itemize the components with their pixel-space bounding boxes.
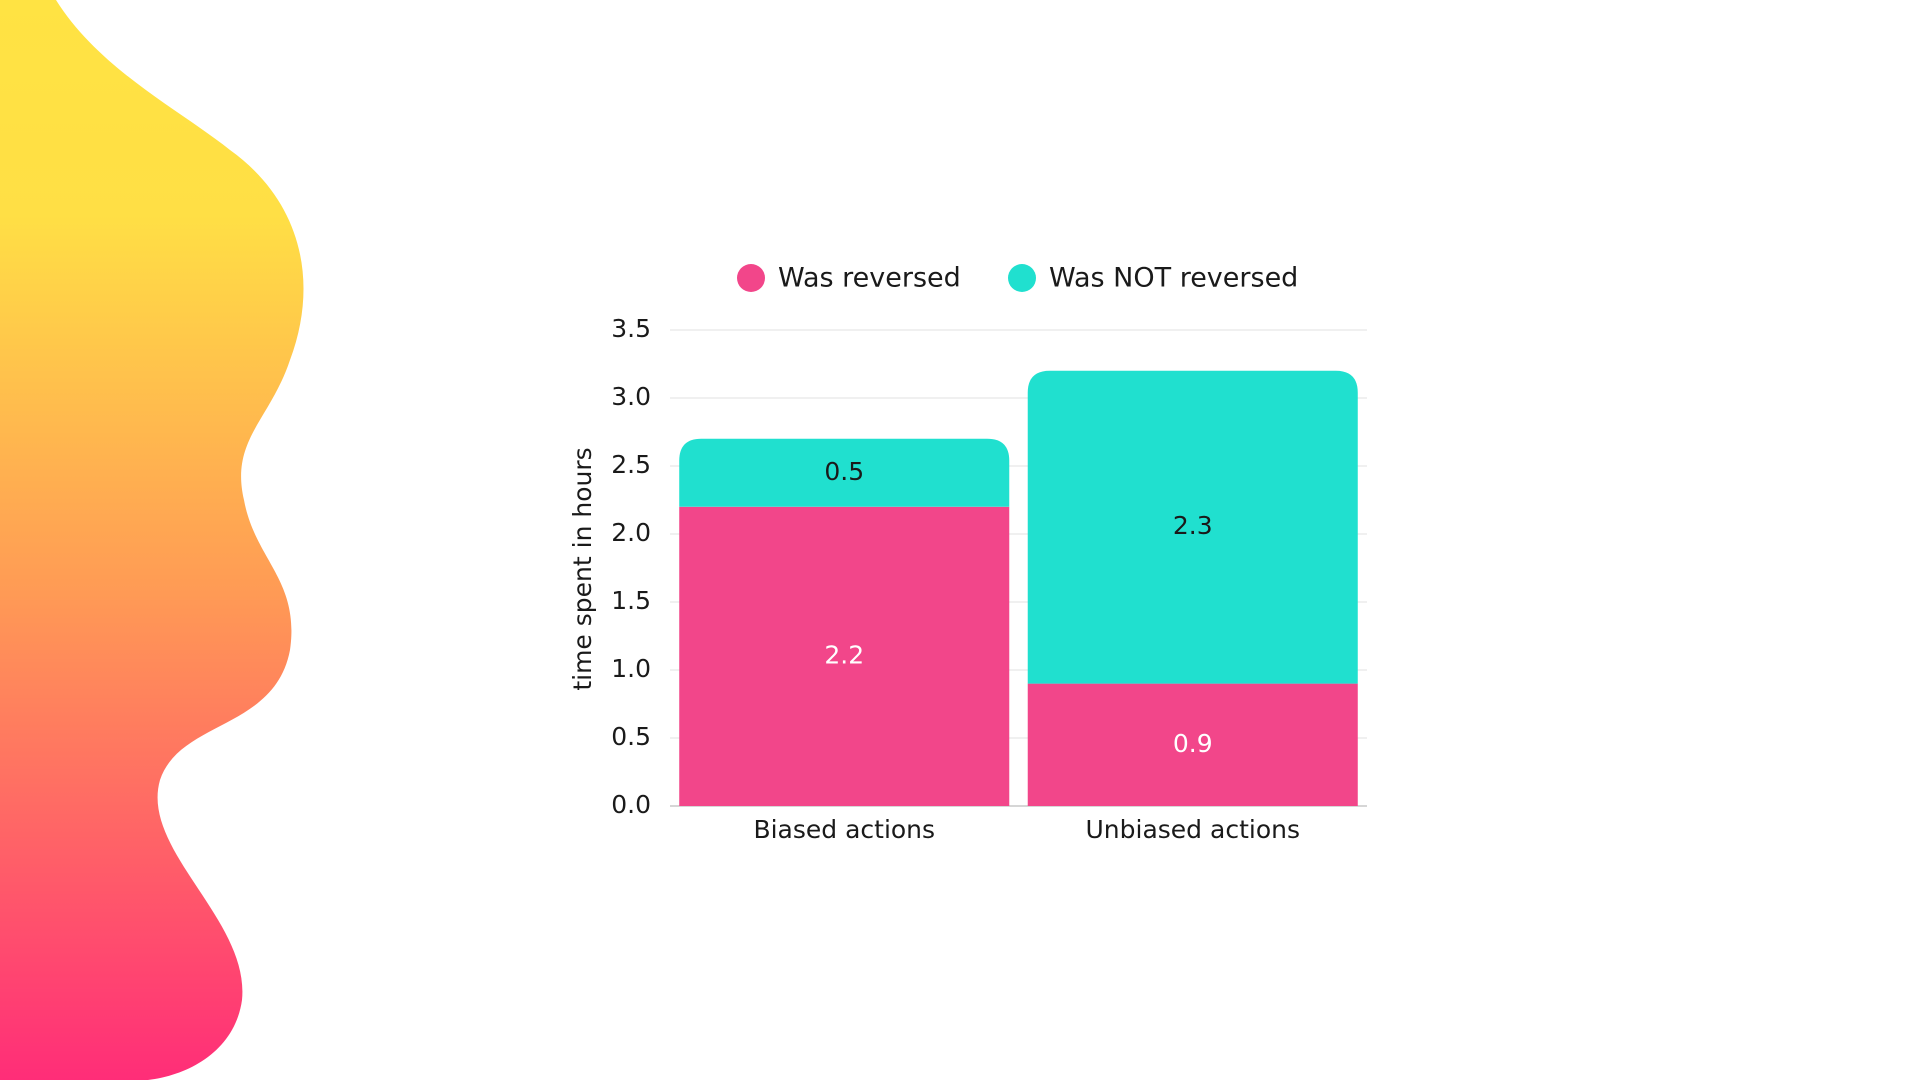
legend-swatch <box>737 264 765 292</box>
data-label: 0.5 <box>824 457 864 486</box>
decorative-blob <box>0 0 304 1080</box>
bar-segment <box>1027 683 1358 806</box>
legend-label: Was NOT reversed <box>1049 263 1298 294</box>
y-tick-label: 1.5 <box>611 586 651 615</box>
y-tick-label: 1.0 <box>611 654 651 683</box>
y-tick-label: 3.5 <box>611 314 651 343</box>
y-tick-label: 3.0 <box>611 382 651 411</box>
bar-segment <box>679 438 1010 507</box>
legend-swatch <box>1008 264 1036 292</box>
bar-segment <box>1027 370 1358 684</box>
y-tick-label: 2.0 <box>611 518 651 547</box>
bar-segment <box>679 506 1010 806</box>
y-tick-label: 2.5 <box>611 450 651 479</box>
y-tick-label: 0.5 <box>611 722 651 751</box>
x-tick-label: Biased actions <box>753 815 935 844</box>
y-axis-label: time spent in hours <box>568 447 597 690</box>
data-label: 2.2 <box>824 640 864 669</box>
legend-label: Was reversed <box>778 263 961 294</box>
chart: time spent in hours 0.0 0.5 1.0 1.5 2.0 2.5 3.… <box>568 263 1367 844</box>
data-label: 0.9 <box>1173 729 1213 758</box>
data-label: 2.3 <box>1173 511 1213 540</box>
y-tick-label: 0.0 <box>611 790 651 819</box>
x-tick-label: Unbiased actions <box>1086 815 1300 844</box>
